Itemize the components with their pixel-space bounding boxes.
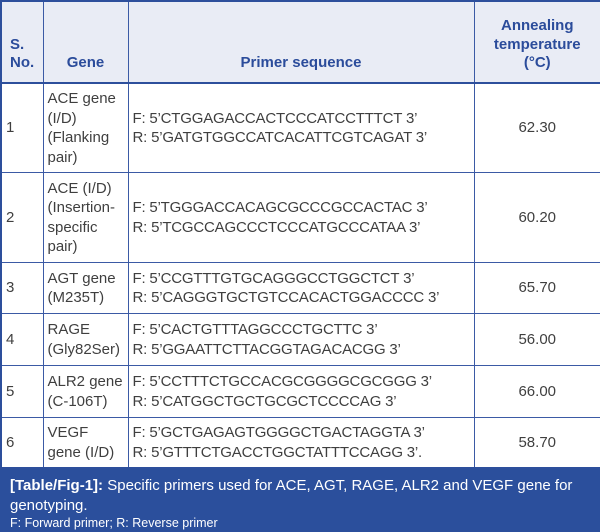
annealing-temp-cell: 58.70	[473, 417, 600, 469]
reverse-primer: R: 5’GATGTGGCCATCACATTCGTCAGAT 3’	[132, 129, 428, 146]
caption-footnote: F: Forward primer; R: Reverse primer	[10, 516, 218, 530]
header-primer-sequence: Primer sequence	[127, 0, 475, 84]
forward-primer: F: 5’CCTTTCTGCCACGCGGGGCGCGGG 3’	[132, 373, 433, 390]
primer-sequence-cell: F: 5’CCTTTCTGCCACGCGGGGCGCGGG 3’ R: 5’CA…	[127, 365, 475, 418]
sno-cell: 1	[0, 82, 44, 173]
table-row: 6 VEGF gene (I/D) F: 5’GCTGAGAGTGGGGCTGA…	[0, 417, 600, 469]
forward-primer: F: 5’CCGTTTGTGCAGGGCCTGGCTCT 3’	[132, 269, 415, 287]
annealing-temp-cell: 66.00	[473, 365, 600, 418]
annealing-temp-cell: 56.00	[473, 313, 600, 366]
table-row: 3 AGT gene (M235T) F: 5’CCGTTTGTGCAGGGCC…	[0, 262, 600, 314]
primer-sequence-cell: F: 5’CACTGTTTAGGCCCTGCTTC 3’ R: 5’GGAATT…	[127, 313, 475, 366]
sno-cell: 3	[0, 262, 44, 314]
gene-cell: ALR2 gene (C-106T)	[42, 365, 129, 418]
reverse-primer: R: 5’GTTTCTGACCTGGCTATTTCCAGG 3’.	[132, 443, 423, 461]
reverse-primer: R: 5’TCGCCAGCCCTCCCATGCCCATAA 3’	[132, 218, 421, 236]
gene-cell: RAGE (Gly82Ser)	[42, 313, 129, 366]
figure-caption: [Table/Fig-1]: Specific primers used for…	[0, 469, 600, 532]
gene-cell: AGT gene (M235T)	[42, 262, 129, 314]
header-row: S. No. Gene Primer sequence Annealing te…	[0, 0, 600, 84]
table-row: 4 RAGE (Gly82Ser) F: 5’CACTGTTTAGGCCCTGC…	[0, 313, 600, 366]
gene-cell: ACE (I/D) (Insertion-specific pair)	[42, 172, 129, 263]
forward-primer: F: 5’TGGGACCACAGCGCCCGCCACTAC 3’	[132, 199, 428, 216]
caption-text: [Table/Fig-1]: Specific primers used for…	[10, 476, 590, 515]
table-row: 5 ALR2 gene (C-106T) F: 5’CCTTTCTGCCACGC…	[0, 365, 600, 418]
annealing-temp-cell: 60.20	[473, 172, 600, 263]
gene-cell: VEGF gene (I/D)	[42, 417, 129, 469]
annealing-temp-cell: 62.30	[473, 82, 600, 173]
header-annealing-temperature: Annealing temperature (°C)	[473, 0, 600, 84]
forward-primer: F: 5’CACTGTTTAGGCCCTGCTTC 3’	[132, 321, 378, 338]
reverse-primer: R: 5’CATGGCTGCTGCGCTCCCCAG 3’	[132, 392, 397, 410]
gene-cell: ACE gene (I/D) (Flanking pair)	[42, 82, 129, 173]
sno-cell: 5	[0, 365, 44, 418]
primer-sequence-cell: F: 5’CCGTTTGTGCAGGGCCTGGCTCT 3’ R: 5’CAG…	[127, 262, 475, 314]
forward-primer: F: 5’CTGGAGACCACTCCCATCCTTTCT 3’	[132, 109, 418, 127]
annealing-temp-cell: 65.70	[473, 262, 600, 314]
caption-label: [Table/Fig-1]:	[10, 477, 104, 494]
primer-sequence-cell: F: 5’CTGGAGACCACTCCCATCCTTTCT 3’ R: 5’GA…	[127, 82, 475, 173]
sno-cell: 6	[0, 417, 44, 469]
sno-cell: 4	[0, 313, 44, 366]
header-sno: S. No.	[0, 0, 44, 84]
table-row: 1 ACE gene (I/D) (Flanking pair) F: 5’CT…	[0, 82, 600, 173]
primer-sequence-cell: F: 5’TGGGACCACAGCGCCCGCCACTAC 3’ R: 5’TC…	[127, 172, 475, 263]
primers-table: S. No. Gene Primer sequence Annealing te…	[0, 0, 600, 469]
caption-description: Specific primers used for ACE, AGT, RAGE…	[10, 477, 573, 514]
reverse-primer: R: 5’CAGGGTGCTGTCCACACTGGACCCC 3’	[132, 289, 440, 306]
table-row: 2 ACE (I/D) (Insertion-specific pair) F:…	[0, 172, 600, 263]
forward-primer: F: 5’GCTGAGAGTGGGGCTGACTAGGTA 3’	[132, 424, 425, 441]
reverse-primer: R: 5’GGAATTCTTACGGTAGACACGG 3’	[132, 340, 401, 358]
primer-sequence-cell: F: 5’GCTGAGAGTGGGGCTGACTAGGTA 3’ R: 5’GT…	[127, 417, 475, 469]
sno-cell: 2	[0, 172, 44, 263]
header-gene: Gene	[42, 0, 129, 84]
